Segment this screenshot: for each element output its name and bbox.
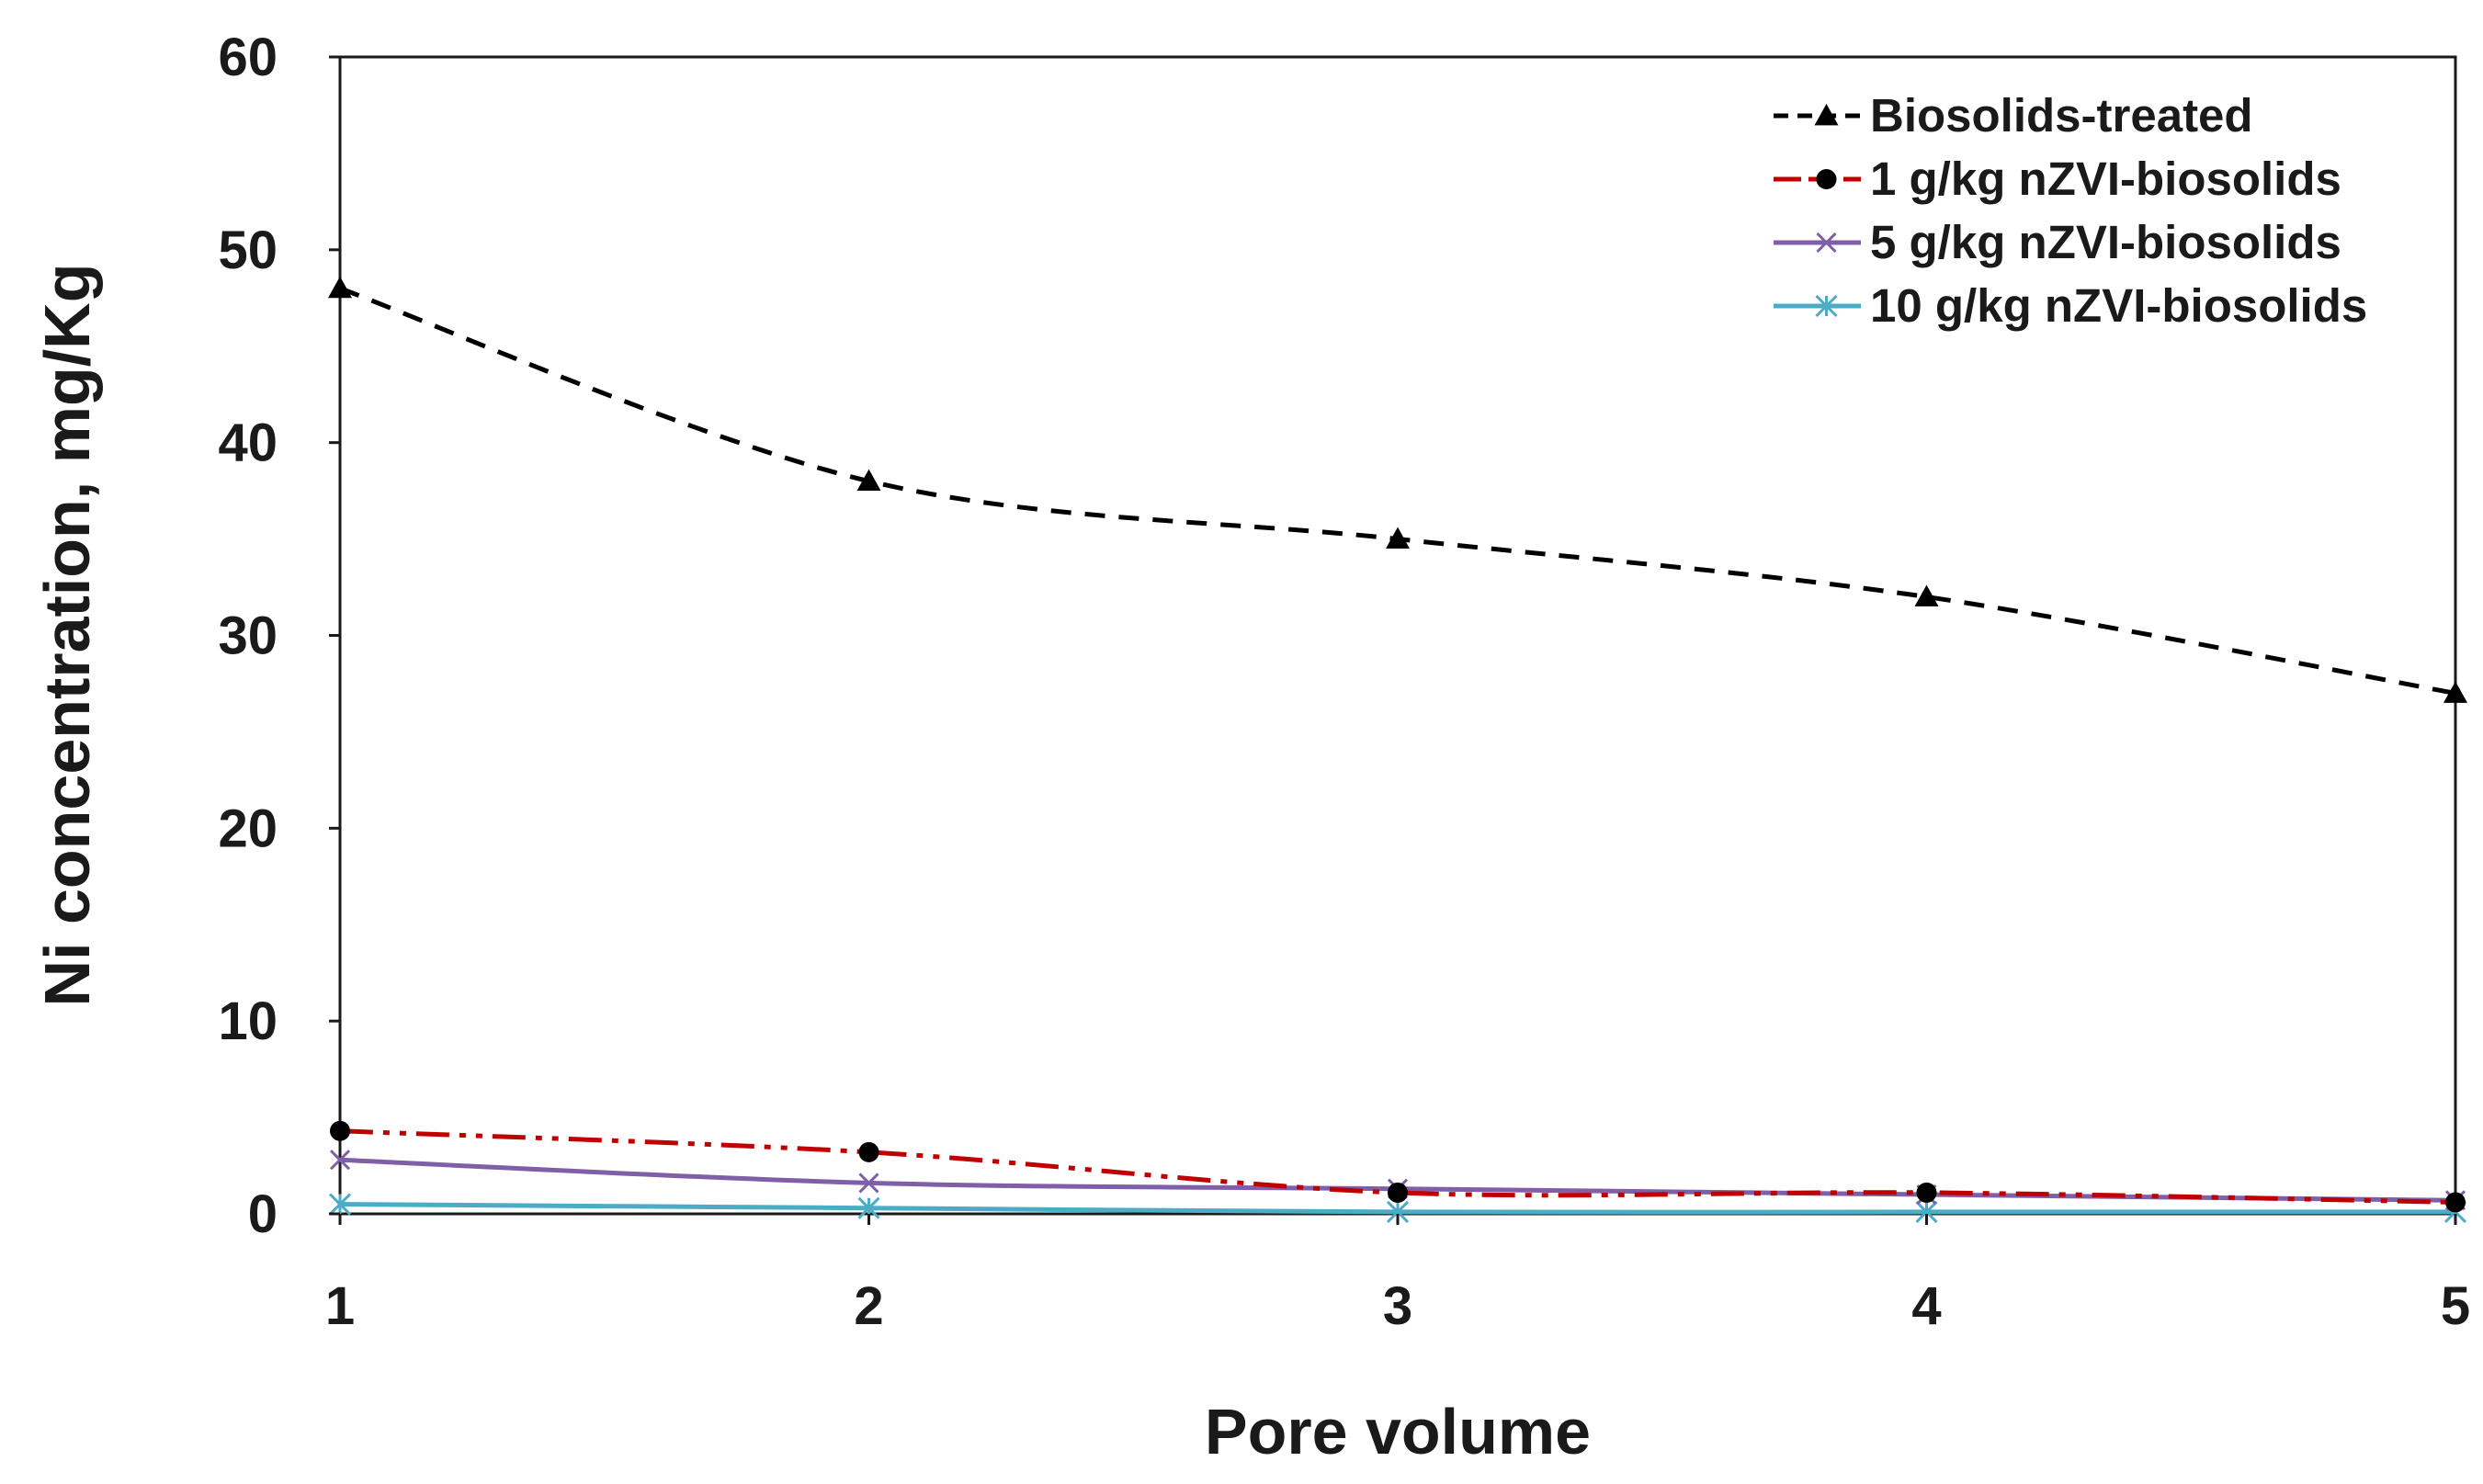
- y-tick-label: 50: [218, 221, 278, 280]
- data-point: [330, 1120, 350, 1141]
- y-tick-label: 60: [218, 28, 278, 87]
- x-axis-title: Pore volume: [1205, 1396, 1591, 1467]
- plot-area: [338, 55, 2457, 1216]
- legend-marker: [1815, 294, 1838, 318]
- data-point: [858, 1172, 879, 1194]
- data-point: [2445, 1192, 2466, 1213]
- x-tick-label: 5: [2441, 1276, 2470, 1336]
- legend-item: 10 g/kg nZVI-biosolids: [1774, 279, 2367, 332]
- legend-marker: [1816, 232, 1837, 254]
- legend-marker: [1814, 104, 1839, 126]
- legend-label: 1 g/kg nZVI-biosolids: [1870, 153, 2341, 205]
- legend-marker: [1816, 169, 1837, 189]
- series-1: [328, 276, 2467, 703]
- legend-item: 1 g/kg nZVI-biosolids: [1774, 153, 2341, 205]
- data-point: [858, 1141, 879, 1162]
- x-tick-label: 4: [1911, 1276, 1941, 1336]
- x-tick-label: 3: [1383, 1276, 1412, 1336]
- legend-item: 5 g/kg nZVI-biosolids: [1774, 216, 2341, 268]
- data-point: [1916, 1182, 1937, 1203]
- y-tick-label: 0: [248, 1184, 278, 1244]
- legend: Biosolids-treated 1 g/kg nZVI-biosolids 5 …: [1774, 89, 2367, 332]
- data-point: [1914, 584, 1939, 606]
- x-axis-ticks: 1 2 3 4 5: [325, 1214, 2470, 1336]
- x-tick-label: 1: [325, 1276, 355, 1336]
- series-2: [330, 1120, 2466, 1213]
- legend-label: Biosolids-treated: [1870, 89, 2253, 142]
- y-tick-label: 20: [218, 799, 278, 858]
- series-line: [339, 1128, 2456, 1205]
- legend-label: 10 g/kg nZVI-biosolids: [1870, 279, 2367, 332]
- data-point: [329, 1150, 351, 1171]
- data-point: [2443, 681, 2467, 703]
- x-tick-label: 2: [854, 1276, 883, 1336]
- y-axis-title: Ni concentration, mg/Kg: [31, 264, 103, 1007]
- data-point: [1388, 1182, 1408, 1203]
- data-point: [856, 469, 881, 492]
- series-layer: [328, 276, 2467, 1223]
- y-tick-label: 40: [218, 413, 278, 473]
- legend-label: 5 g/kg nZVI-biosolids: [1870, 216, 2341, 268]
- y-axis-ticks: 0 10 20 30 40 50 60: [218, 28, 340, 1244]
- data-point: [328, 1193, 352, 1216]
- data-point: [1386, 527, 1410, 549]
- data-point: [328, 276, 352, 299]
- legend-item: Biosolids-treated: [1774, 89, 2253, 142]
- y-tick-label: 10: [218, 991, 278, 1051]
- y-tick-label: 30: [218, 606, 278, 666]
